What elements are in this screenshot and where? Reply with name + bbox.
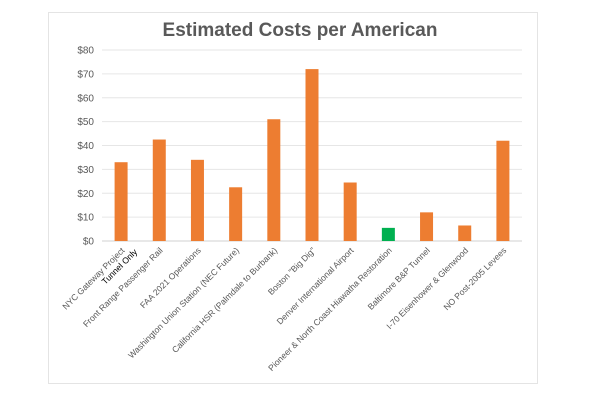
category-label-line: Denver International Airport (275, 245, 356, 326)
category-label-line: NO Post-2005 Levees (441, 245, 508, 312)
bar (420, 212, 434, 241)
y-tick-label: $20 (77, 189, 94, 200)
bar (190, 159, 204, 241)
chart-title: Estimated Costs per American (162, 20, 438, 41)
y-tick-label: $60 (77, 93, 94, 104)
category-label-line: NYC Gateway Project (60, 245, 127, 312)
bar (305, 69, 319, 241)
y-tick-label: $80 (77, 46, 94, 57)
bar (458, 225, 472, 241)
category-label: Denver International Airport (275, 245, 356, 326)
y-tick-label: $10 (77, 213, 94, 224)
y-tick-label: $40 (77, 141, 94, 152)
bar (381, 227, 395, 241)
bar (229, 187, 243, 241)
bar (114, 162, 128, 241)
y-tick-label: $50 (77, 117, 94, 128)
bar (343, 182, 357, 241)
bar (267, 119, 281, 241)
category-label: NO Post-2005 Levees (441, 245, 508, 312)
y-tick-label: $70 (77, 69, 94, 80)
bar (152, 139, 166, 241)
y-tick-label: $30 (77, 165, 94, 176)
y-tick-label: $0 (83, 237, 95, 248)
bar (496, 140, 510, 241)
